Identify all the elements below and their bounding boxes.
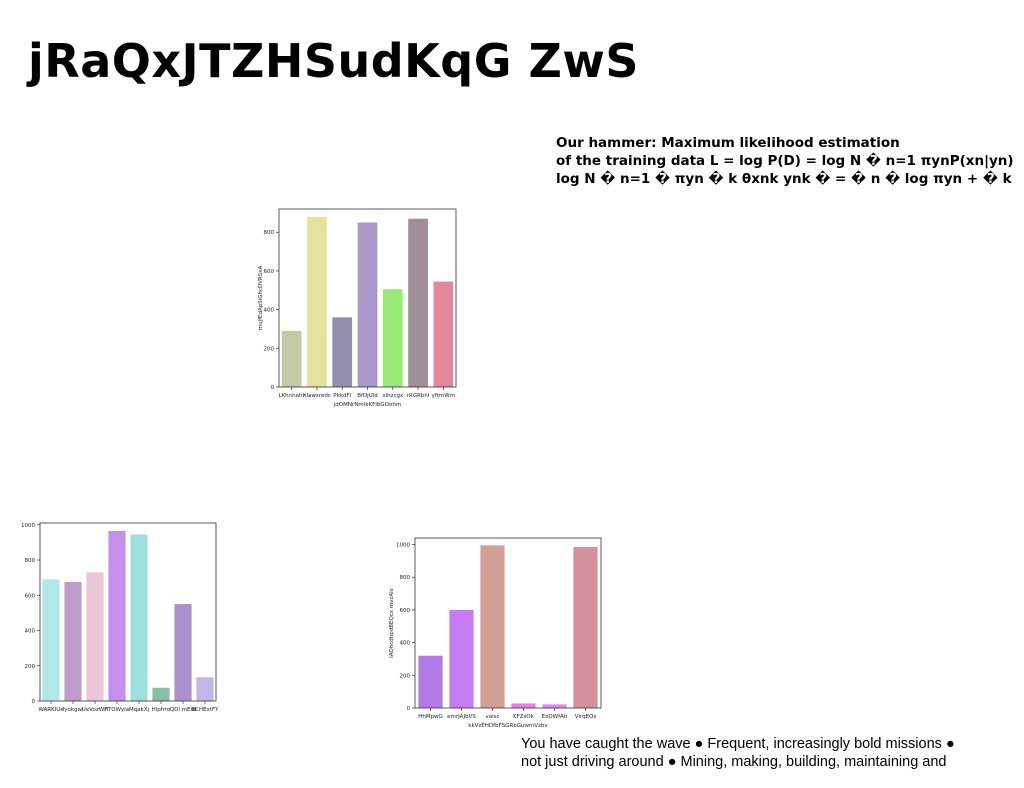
bar-chart-2: 0 200 400 600 800 1000 WARKIUefyokgwiUeVozWHFT… xyxy=(21,522,219,713)
y-tick-label: 0 xyxy=(271,385,275,391)
bar xyxy=(281,330,302,387)
x-axis-label: kkVzEHDfbFSGRbGuwmVzbv xyxy=(468,723,548,729)
y-axis-label: mujfEdApSiGhcDVRSxA xyxy=(258,265,264,330)
x-tick-label: Hlpfrro xyxy=(152,707,171,713)
x-axis-label: jdOMNrNmIkKFIbGOohm xyxy=(333,402,401,408)
y-tick-label: 800 xyxy=(25,558,36,564)
x-tick-label: emrJAJbVS xyxy=(447,714,476,720)
y-tick-label: 1000 xyxy=(396,543,410,549)
x-tick-label: WARKIUe xyxy=(38,707,64,713)
y-tick-label: 400 xyxy=(264,308,275,314)
x-tick-label: rRGRbhl xyxy=(407,393,430,399)
bottom-text-block: You have caught the wave ● Frequent, inc… xyxy=(521,735,1021,771)
top-text-line: Our hammer: Maximum likelihood estimatio… xyxy=(556,135,900,151)
y-tick-label: 0 xyxy=(32,699,36,705)
bar xyxy=(174,604,192,701)
y-tick-label: 0 xyxy=(407,706,411,712)
plot-frame xyxy=(39,522,217,702)
top-text-block: Our hammer: Maximum likelihood estimatio… xyxy=(556,134,1024,188)
top-text-line: of the training data L = log P(D) = log … xyxy=(556,153,1014,169)
bar xyxy=(357,222,378,387)
plot-frame xyxy=(414,537,602,709)
bar-chart-3: 0 200 400 600 800 1000 HhMpwG emrJAJbVS valsc KFZ… xyxy=(389,537,602,729)
bar xyxy=(108,530,126,701)
bar xyxy=(382,289,403,387)
bar xyxy=(480,545,505,708)
x-tick-label: FTOWyla xyxy=(105,707,129,713)
x-tick-label: KFZsOk xyxy=(513,714,535,720)
y-tick-label: 800 xyxy=(264,230,275,236)
bar xyxy=(433,281,454,387)
x-tick-label: xihzcgx xyxy=(382,393,404,399)
y-tick-label: 400 xyxy=(25,629,36,635)
y-tick-label: 600 xyxy=(400,608,411,614)
y-tick-label: 1000 xyxy=(21,523,35,529)
bottom-text-line: not just driving around ● Mining, making… xyxy=(521,754,947,770)
y-tick-label: 400 xyxy=(400,641,411,647)
slide-title: jRaQxJTZHSudKqG ZwS xyxy=(28,34,639,88)
bar xyxy=(86,572,104,701)
x-tick-label: QDl mEtd xyxy=(170,707,196,713)
x-tick-label: PkkdFl xyxy=(333,393,351,399)
x-tick-label: Xlawsredc xyxy=(303,393,331,399)
bar xyxy=(542,704,567,708)
y-tick-label: 200 xyxy=(400,673,411,679)
bar xyxy=(449,609,474,708)
y-tick-label: 600 xyxy=(25,593,36,599)
bar xyxy=(64,582,82,701)
x-tick-label: valsc xyxy=(485,714,499,720)
x-tick-label: fyokgwi xyxy=(62,707,84,713)
top-text-line: log N � n=1 � πyn � k θxnk ynk � = � n �… xyxy=(556,171,1012,187)
y-axis-label: IAQhcdhpdBEQcx mvzAlv xyxy=(389,587,395,657)
bar xyxy=(42,579,60,701)
bar xyxy=(573,546,598,708)
x-tick-label: UeVozWH xyxy=(82,707,109,713)
bar xyxy=(307,216,327,387)
bar xyxy=(418,655,443,708)
bottom-text-line: You have caught the wave ● Frequent, inc… xyxy=(521,736,955,752)
bar xyxy=(130,534,148,701)
bar xyxy=(408,218,428,387)
bar xyxy=(511,703,536,708)
x-tick-label: MqakXj xyxy=(129,707,150,713)
x-tick-label: BCHExtFY xyxy=(191,707,219,713)
x-tick-label: LKhnhahr xyxy=(279,393,306,399)
y-tick-label: 200 xyxy=(264,346,275,352)
y-tick-label: 200 xyxy=(25,664,36,670)
y-tick-label: 800 xyxy=(400,575,411,581)
bar xyxy=(332,317,353,387)
x-tick-label: EoDWfAtl xyxy=(542,714,568,720)
x-tick-label: HhMpwG xyxy=(418,714,443,720)
bar xyxy=(196,677,214,701)
y-tick-label: 600 xyxy=(264,269,275,275)
bar xyxy=(152,687,170,701)
x-tick-label: VirqEQs xyxy=(575,714,597,720)
x-tick-label: yftmWm xyxy=(432,393,455,399)
x-tick-label: BfDjUld xyxy=(357,393,378,399)
